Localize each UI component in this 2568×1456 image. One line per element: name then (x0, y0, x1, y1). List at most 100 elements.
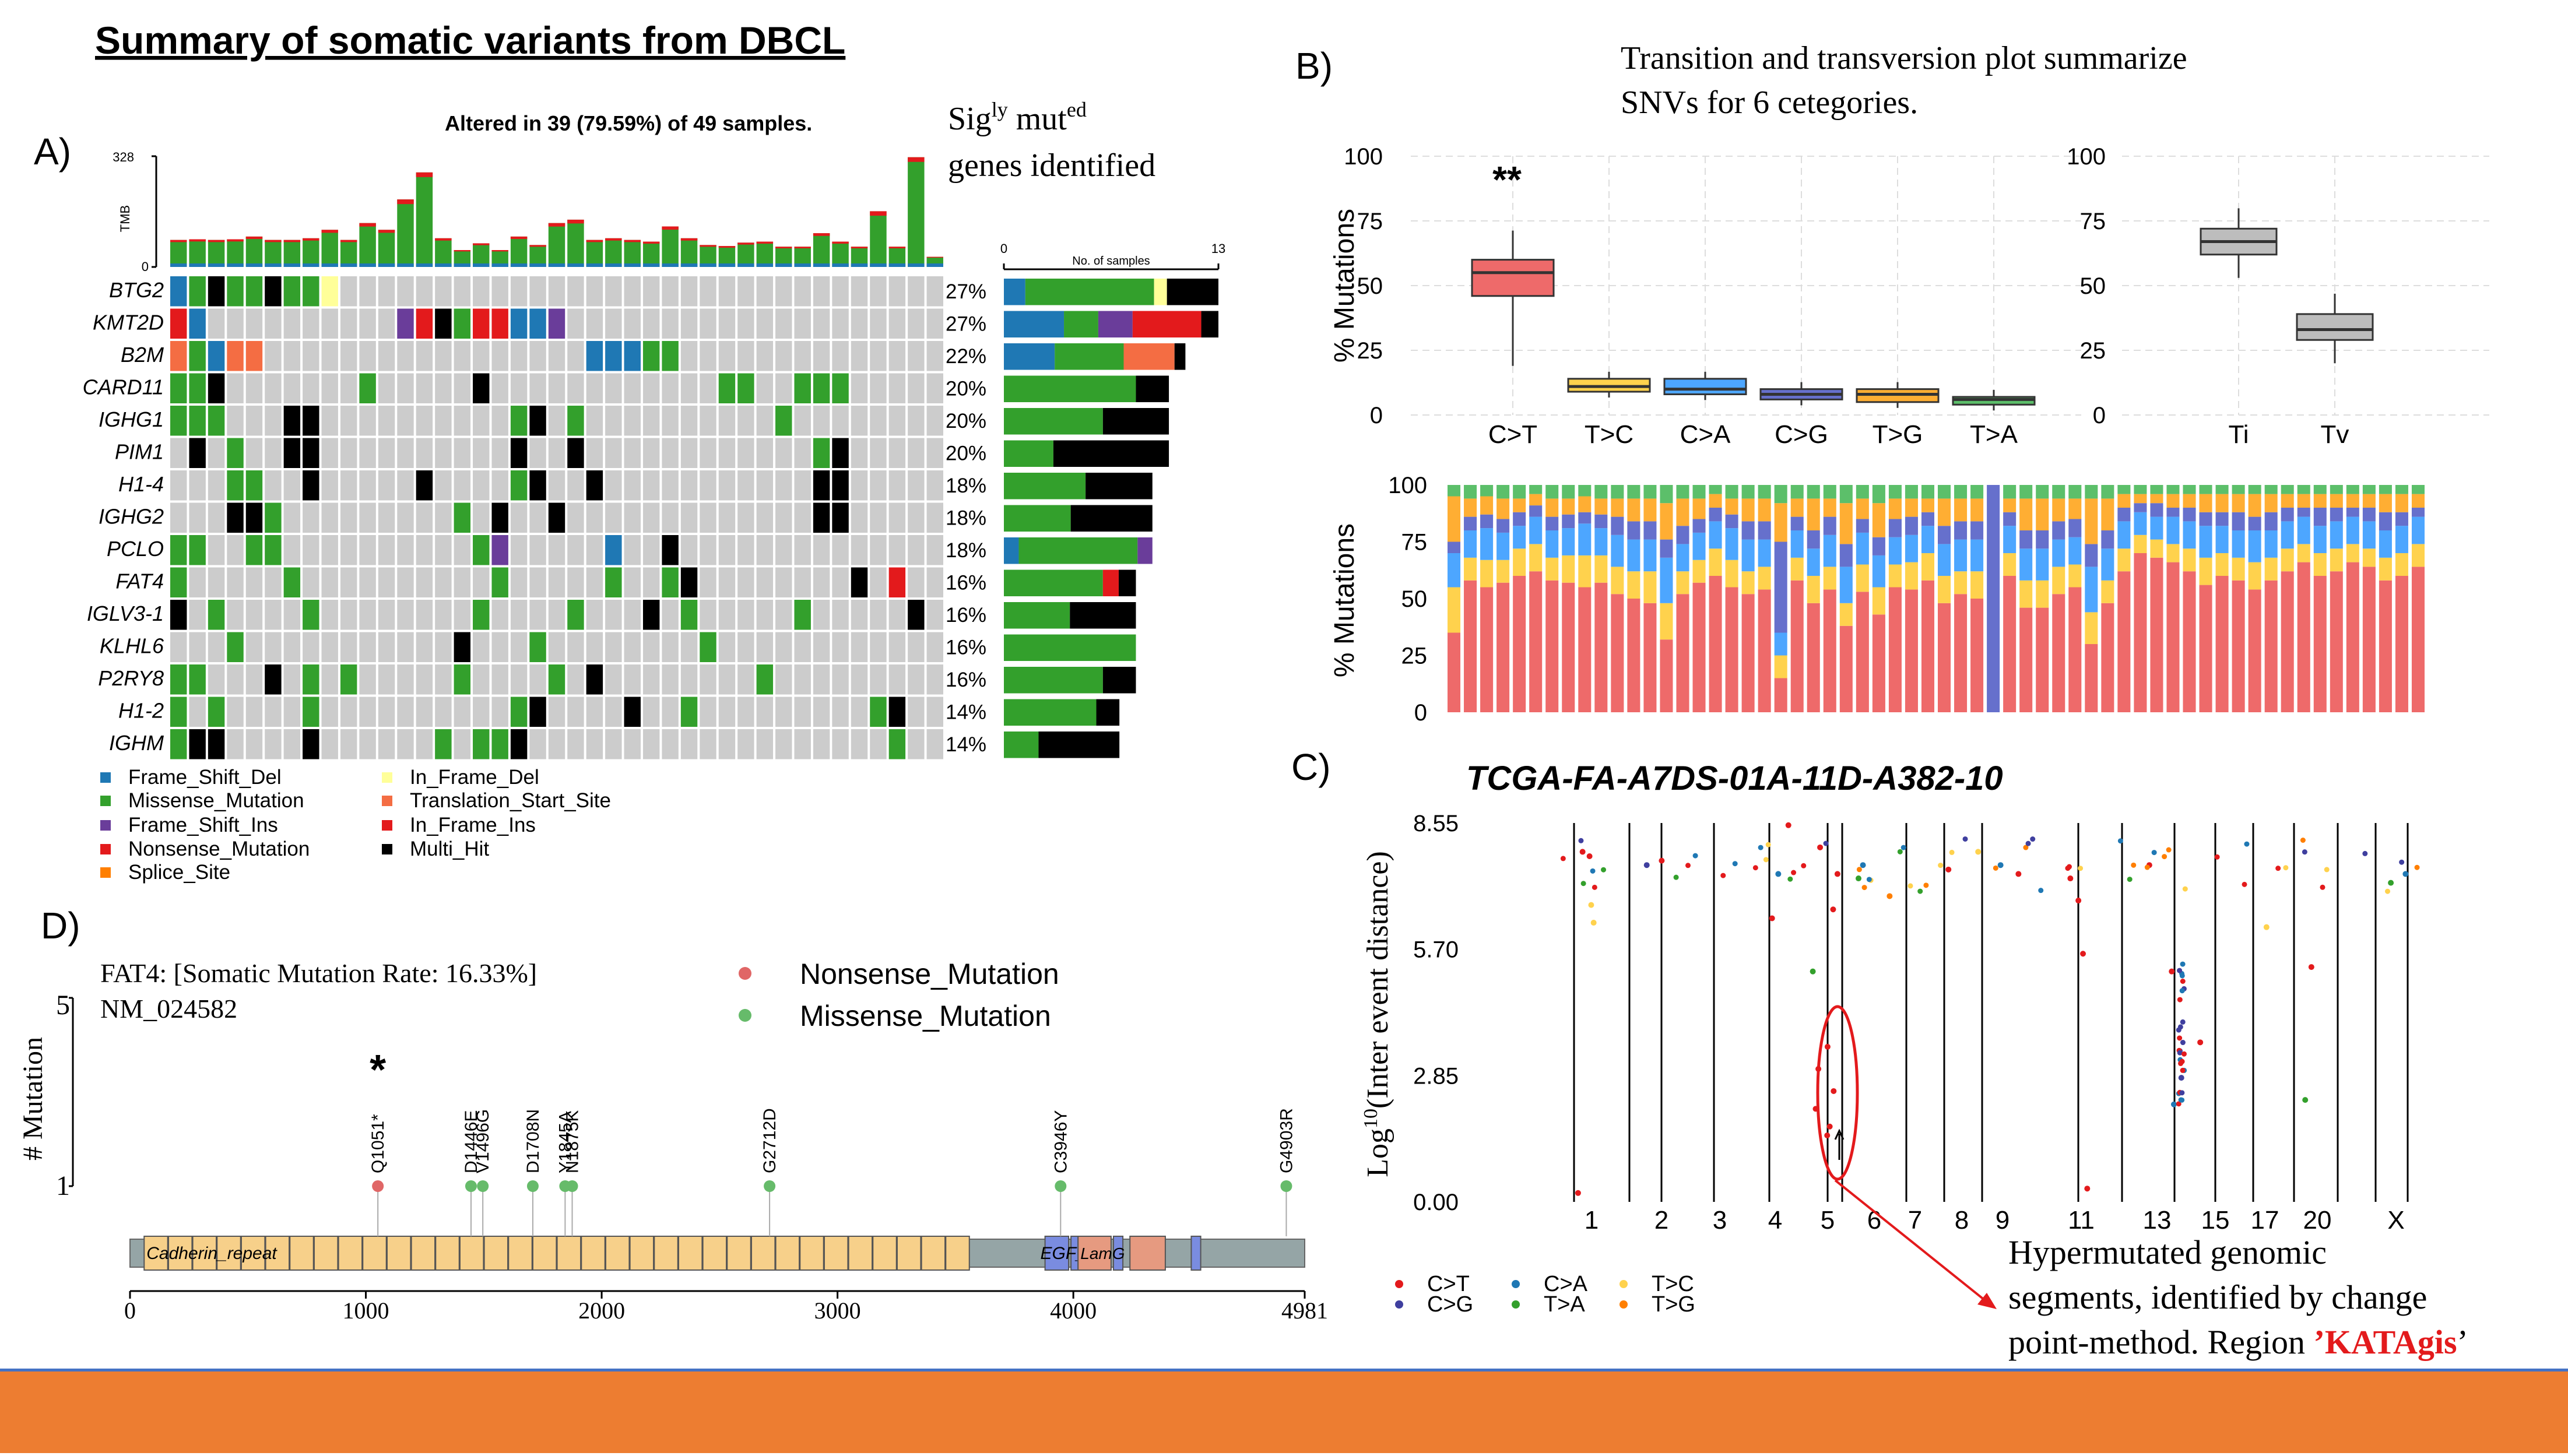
sample-count-bar (1102, 408, 1169, 435)
oncoplot-cell (245, 470, 263, 501)
oncoplot-cell (397, 276, 414, 307)
chromosome-label: 15 (2201, 1206, 2230, 1235)
oncoplot-cell (321, 632, 338, 662)
oncoplot-cell (529, 373, 546, 403)
oncoplot-cell (529, 470, 546, 501)
oncoplot-cell (605, 276, 622, 307)
oncoplot-cell (737, 308, 754, 339)
oncoplot-cell (340, 632, 357, 662)
stacked-bar-segment (1790, 485, 1804, 499)
oncoplot-cell (888, 502, 906, 533)
oncoplot-cell (586, 276, 603, 307)
oncoplot-cell (737, 502, 754, 533)
tmb-bar-frameshift (283, 263, 301, 267)
oncoplot-cell (775, 341, 792, 371)
oncoplot-cell (680, 729, 698, 759)
oncoplot-cell (586, 632, 603, 662)
oncoplot-cell (189, 729, 206, 759)
stacked-bar-segment (1758, 521, 1771, 540)
stacked-bar-segment (2036, 530, 2049, 549)
stacked-bar-segment (2085, 485, 2098, 499)
oncoplot-cell (510, 567, 528, 597)
stacked-bar-segment (1856, 485, 1869, 499)
stacked-bar-segment (2281, 494, 2294, 508)
stacked-bar-segment (1872, 537, 1885, 555)
domain-lamg (1077, 1236, 1112, 1271)
rainfall-point (1560, 856, 1566, 861)
gene-name: BTG2 (109, 278, 164, 302)
kataegis-highlight (1816, 1005, 1859, 1181)
oncoplot-cell (642, 697, 660, 727)
domain-cadherin-repeat (654, 1236, 679, 1271)
tmb-bar-frameshift (737, 263, 754, 267)
tmb-bar-frameshift (832, 263, 849, 267)
tmb-bar-frameshift (189, 263, 206, 267)
oncoplot-cell (454, 502, 471, 533)
stacked-bar-segment (2134, 494, 2147, 504)
oncoplot-cell (189, 438, 206, 468)
oncoplot-cell (435, 567, 452, 597)
oncoplot-cell (303, 664, 319, 695)
tmb-bar-nonsense (435, 238, 452, 241)
sample-count-bar (1055, 343, 1124, 370)
rainfall-point (2131, 862, 2137, 868)
stacked-bar-segment (1611, 594, 1624, 712)
rainfall-point (2308, 964, 2314, 970)
stacked-bar-segment (2346, 544, 2359, 562)
oncoplot-cell (775, 438, 792, 468)
rainfall-y-label: Log10(Inter event distance) (1360, 851, 1394, 1177)
oncoplot-cell (870, 438, 887, 468)
oncoplot-cell (832, 341, 849, 371)
tmb-bar-frameshift (473, 263, 490, 267)
oncoplot-cell (700, 664, 716, 695)
oncoplot-cell (529, 308, 546, 339)
stacked-bar-segment (1839, 485, 1853, 504)
stacked-bar-segment (2101, 530, 2114, 549)
x-tick-label: 3000 (814, 1297, 861, 1324)
legend-label: In_Frame_Del (410, 766, 539, 789)
oncoplot-cell (491, 373, 508, 403)
stacked-bar-segment (2379, 512, 2392, 530)
stacked-bar-segment (1643, 603, 1657, 712)
oncoplot-cell (435, 438, 452, 468)
oncoplot-cell (624, 535, 641, 565)
stacked-bar-segment (1888, 564, 1902, 588)
oncoplot-cell (397, 600, 414, 630)
oncoplot-cell (170, 406, 187, 436)
y-tick-label: 0 (1414, 700, 1427, 726)
stacked-bar-segment (2183, 485, 2196, 494)
stacked-bar-segment (2232, 530, 2245, 558)
stacked-bar-segment (2003, 526, 2017, 553)
gene-name: IGHG1 (99, 407, 164, 431)
tmb-bar-nonsense (303, 238, 319, 241)
oncoplot-cell (642, 308, 660, 339)
mutation-label: D1446E (462, 1110, 481, 1173)
stacked-bar-segment (1954, 521, 1968, 540)
oncoplot-cell (700, 470, 716, 501)
stacked-bar-segment (1790, 516, 1804, 530)
stacked-bar-segment (1954, 571, 1968, 595)
oncoplot-cell (794, 438, 811, 468)
oncoplot-cell (208, 567, 225, 597)
chromosome-label: 9 (1996, 1206, 2010, 1235)
stacked-bar-segment (2313, 508, 2327, 526)
stacked-bar-segment (2248, 530, 2261, 562)
oncoplot-cell (586, 470, 603, 501)
oncoplot-cell (813, 276, 830, 307)
oncoplot-cell (908, 276, 925, 307)
oncoplot-cell (870, 470, 887, 501)
stacked-bar-segment (2248, 562, 2261, 590)
stacked-bar-segment (1594, 582, 1608, 712)
rainfall-point (2180, 1019, 2186, 1025)
x-tick-label: 4981 (1281, 1297, 1328, 1324)
stacked-bar-segment (2215, 512, 2229, 526)
rainfall-point (2244, 841, 2250, 847)
oncoplot-cell (510, 600, 528, 630)
oncoplot-cell (926, 632, 943, 662)
oncoplot-cell (265, 406, 282, 436)
stacked-bar-segment (1496, 532, 1510, 560)
tmb-bar-nonsense (454, 250, 471, 252)
rainfall-point (2324, 867, 2330, 873)
rainfall-point (2388, 880, 2394, 886)
tmb-bar-nonsense (170, 240, 187, 242)
